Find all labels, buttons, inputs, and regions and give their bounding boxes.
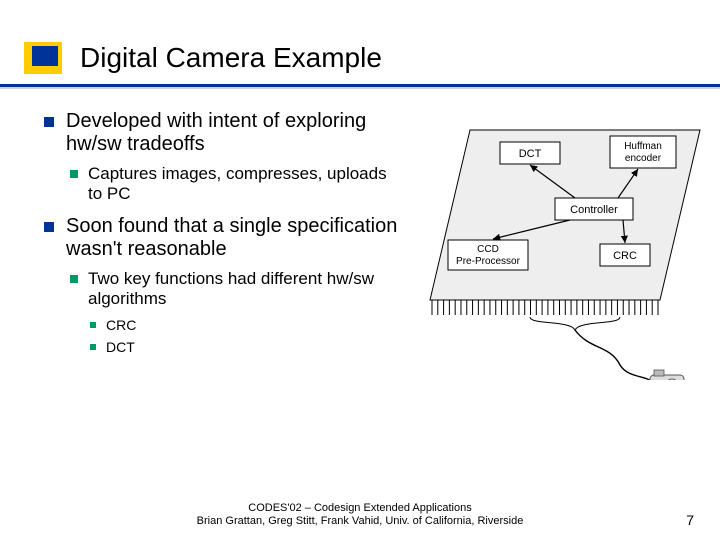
block-diagram: DCT Huffmanencoder Controller CCDPre-Proces… <box>400 120 710 380</box>
slide-title: Digital Camera Example <box>80 42 382 74</box>
svg-text:CCD: CCD <box>477 244 499 255</box>
bullet-text: Developed with intent of exploring hw/sw… <box>66 110 366 155</box>
page-number: 7 <box>686 512 694 528</box>
svg-text:DCT: DCT <box>519 148 542 160</box>
bullet-content: Developed with intent of exploring hw/sw… <box>40 110 400 366</box>
bullet-lvl1: Developed with intent of exploring hw/sw… <box>40 110 400 205</box>
title-undershadow <box>0 87 720 89</box>
footer: CODES'02 – Codesign Extended Application… <box>0 502 720 528</box>
footer-line2: Brian Grattan, Greg Stitt, Frank Vahid, … <box>0 515 720 528</box>
footer-line1: CODES'02 – Codesign Extended Application… <box>0 502 720 515</box>
svg-text:CRC: CRC <box>613 250 637 262</box>
bullet-text: Two key functions had different hw/sw al… <box>88 269 374 308</box>
bullet-lvl3: CRC <box>88 316 400 334</box>
bullet-text: DCT <box>106 339 135 355</box>
bullet-lvl3: DCT <box>88 338 400 356</box>
bullet-lvl2: Captures images, compresses, uploads to … <box>66 164 400 205</box>
svg-text:Pre-Processor: Pre-Processor <box>456 256 521 267</box>
bullet-text: Captures images, compresses, uploads to … <box>88 164 387 203</box>
svg-text:encoder: encoder <box>625 153 662 164</box>
svg-text:Huffman: Huffman <box>624 141 662 152</box>
bullet-lvl1: Soon found that a single specification w… <box>40 215 400 356</box>
svg-text:Controller: Controller <box>570 204 618 216</box>
title-decoration <box>24 42 62 74</box>
bullet-text: Soon found that a single specification w… <box>66 215 397 260</box>
title-area: Digital Camera Example <box>0 36 720 96</box>
bullet-lvl2: Two key functions had different hw/sw al… <box>66 269 400 356</box>
bullet-text: CRC <box>106 317 136 333</box>
